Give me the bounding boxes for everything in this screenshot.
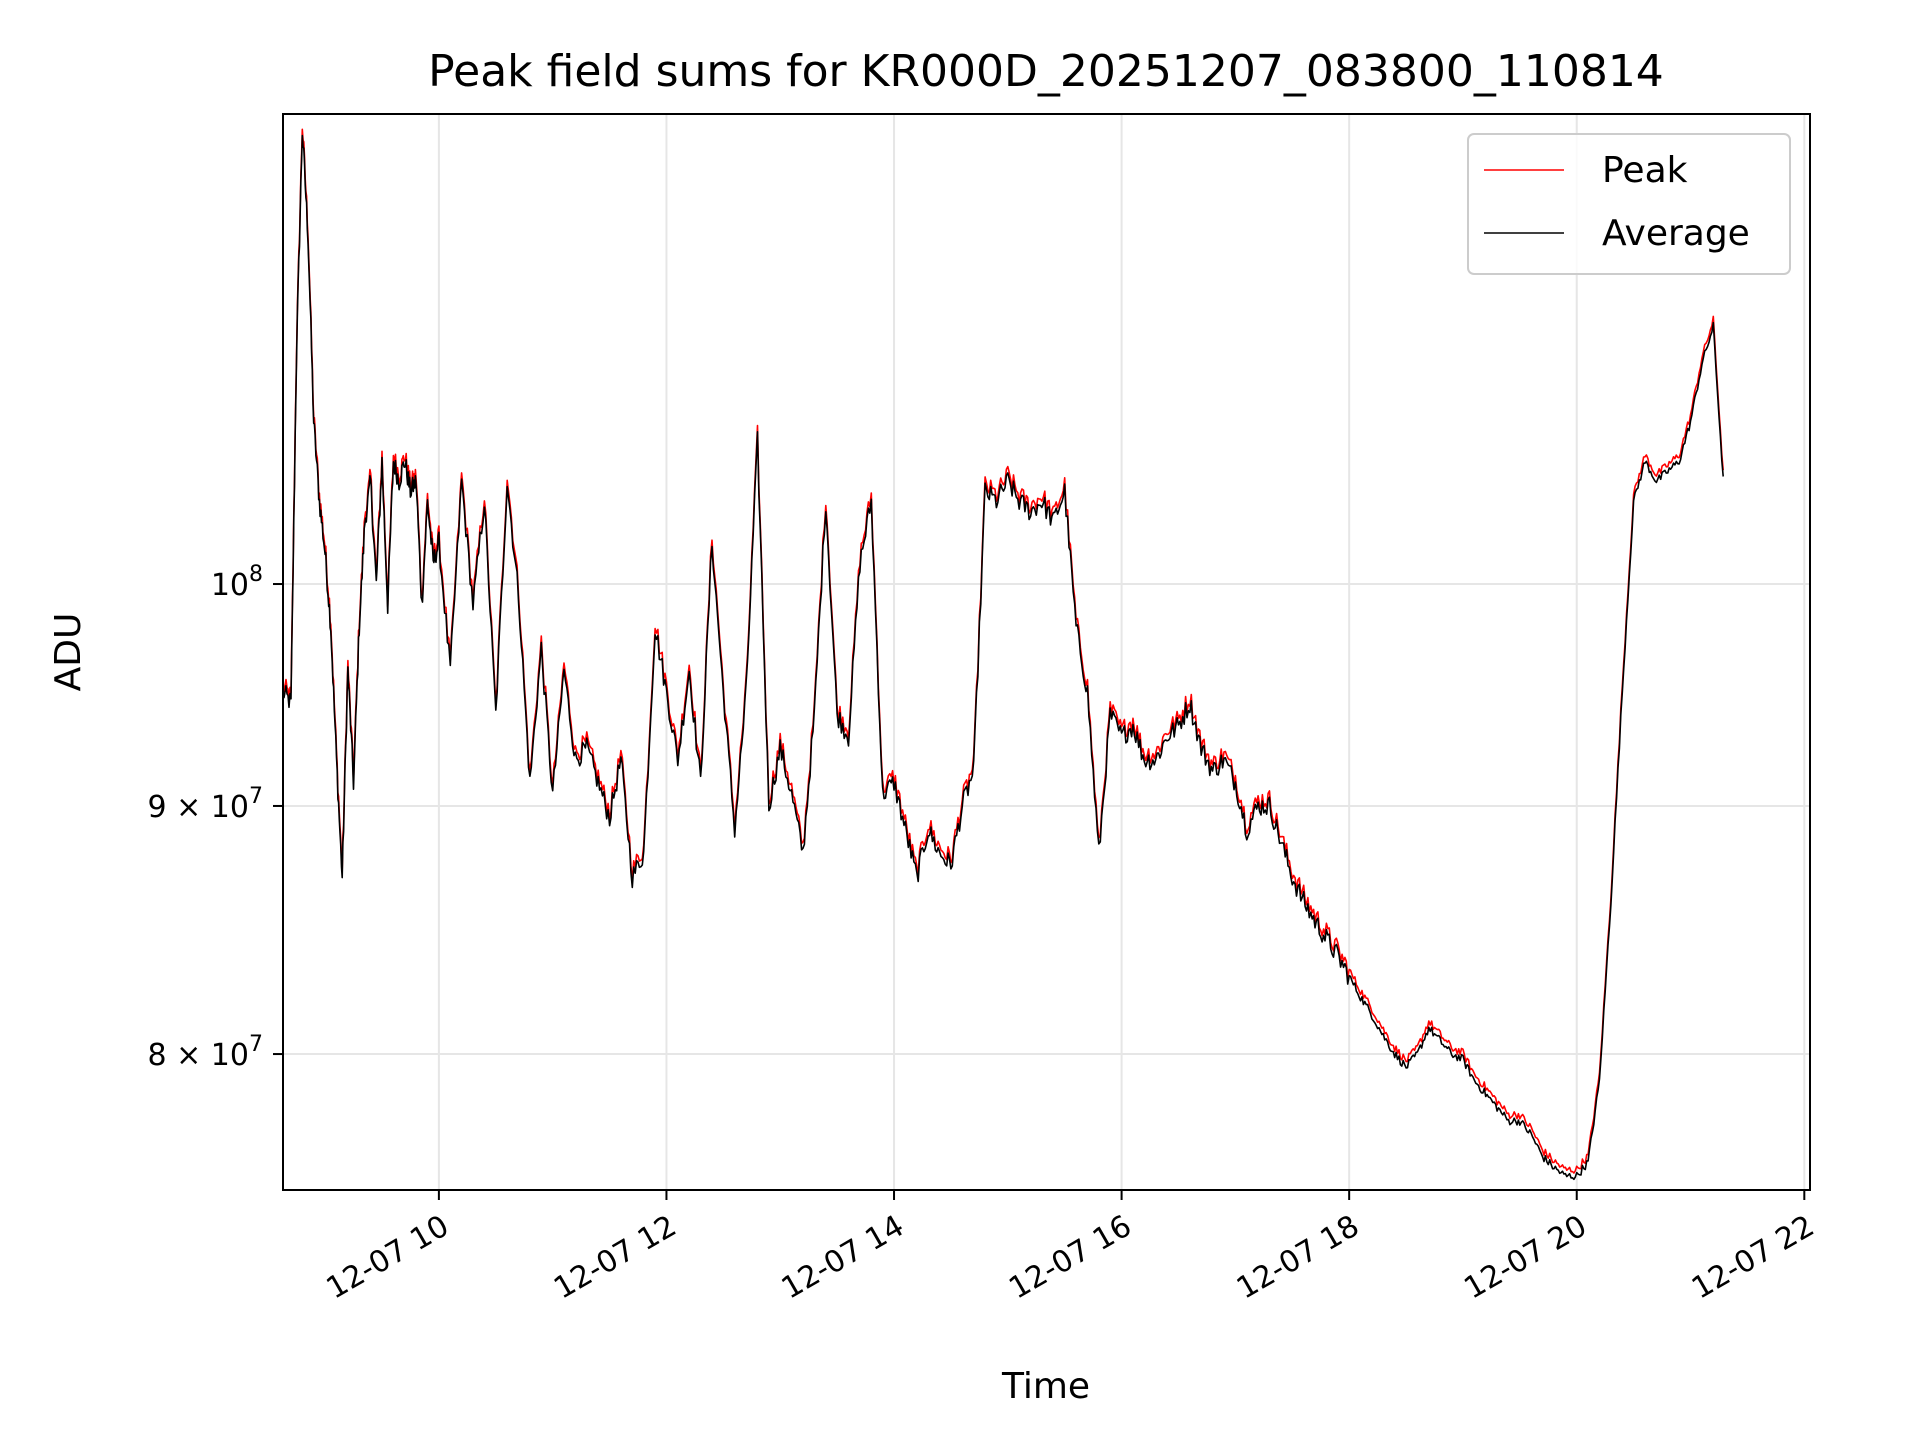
x-tick-label: 12-07 20 [1458,1209,1592,1307]
grid [283,114,1810,1190]
y-tick-label: 108 [211,562,263,603]
legend: Peak Average [1467,133,1791,275]
x-tick-label: 12-07 18 [1231,1209,1365,1307]
x-axis-label: Time [1001,1366,1090,1407]
x-tick-label: 12-07 22 [1686,1209,1820,1307]
x-tick-label: 12-07 10 [321,1209,455,1307]
x-axis: 12-07 10 12-07 12 12-07 14 12-07 16 12-07 18… [321,1190,1820,1307]
y-axis: 108 9 × 107 8 × 107 [148,562,283,1073]
legend-average-label: Average [1602,213,1750,254]
x-tick-label: 12-07 14 [776,1209,910,1307]
y-tick-label: 8 × 107 [148,1032,263,1073]
series-line-average [283,134,1724,1181]
chart-title: Peak field sums for KR000D_20251207_0838… [428,46,1664,97]
y-axis-label: ADU [48,613,89,692]
plot-lines [283,128,1724,1181]
legend-box [1467,133,1791,275]
x-tick-label: 12-07 16 [1003,1209,1137,1307]
plot-frame [282,113,1811,1191]
legend-peak-label: Peak [1602,150,1688,191]
y-tick-label: 9 × 107 [148,784,263,825]
x-tick-label: 12-07 12 [548,1209,682,1307]
